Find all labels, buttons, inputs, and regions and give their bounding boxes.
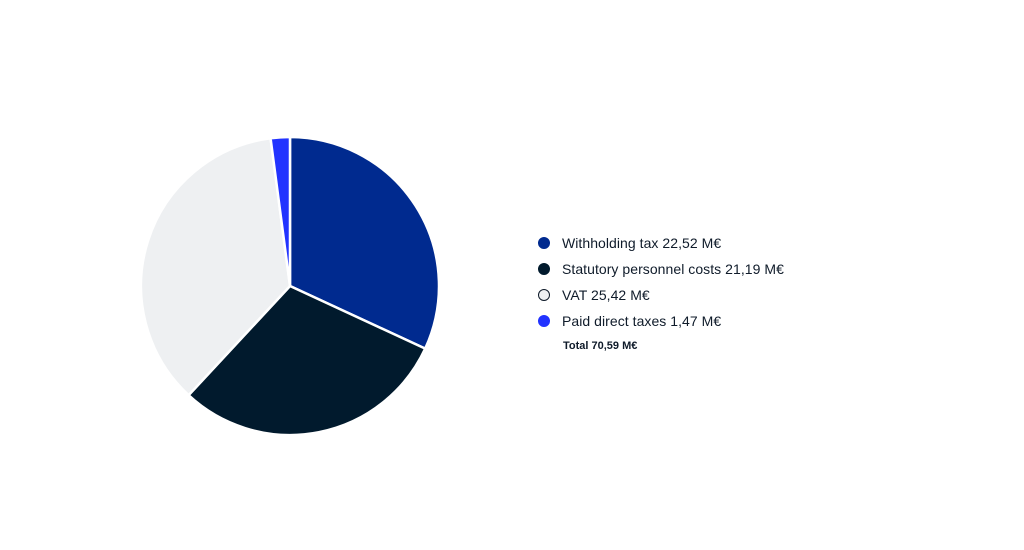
legend-item-vat[interactable]: VAT 25,42 M€ (538, 282, 958, 308)
pie-slices (139, 135, 441, 437)
legend-item-paid-direct-taxes[interactable]: Paid direct taxes 1,47 M€ (538, 308, 958, 334)
pie-slice-vat[interactable] (139, 137, 292, 397)
legend-swatch-withholding-tax (538, 237, 550, 249)
legend-swatch-statutory-personnel-costs (538, 263, 550, 275)
legend-total: Total 70,59 M€ (563, 340, 638, 352)
pie-slice-statutory-personnel-costs[interactable] (187, 284, 427, 437)
legend-label-withholding-tax: Withholding tax 22,52 M€ (562, 235, 722, 251)
legend-item-statutory-personnel-costs[interactable]: Statutory personnel costs 21,19 M€ (538, 256, 958, 282)
legend-item-withholding-tax[interactable]: Withholding tax 22,52 M€ (538, 230, 958, 256)
pie-slice-withholding-tax[interactable] (288, 135, 441, 350)
legend-label-statutory-personnel-costs: Statutory personnel costs 21,19 M€ (562, 261, 784, 277)
legend-swatch-vat (538, 289, 550, 301)
chart-legend: Withholding tax 22,52 M€ Statutory perso… (538, 230, 958, 352)
legend-swatch-paid-direct-taxes (538, 315, 550, 327)
legend-label-paid-direct-taxes: Paid direct taxes 1,47 M€ (562, 313, 722, 329)
pie-slice-paid-direct-taxes[interactable] (269, 135, 292, 288)
legend-label-vat: VAT 25,42 M€ (562, 287, 650, 303)
